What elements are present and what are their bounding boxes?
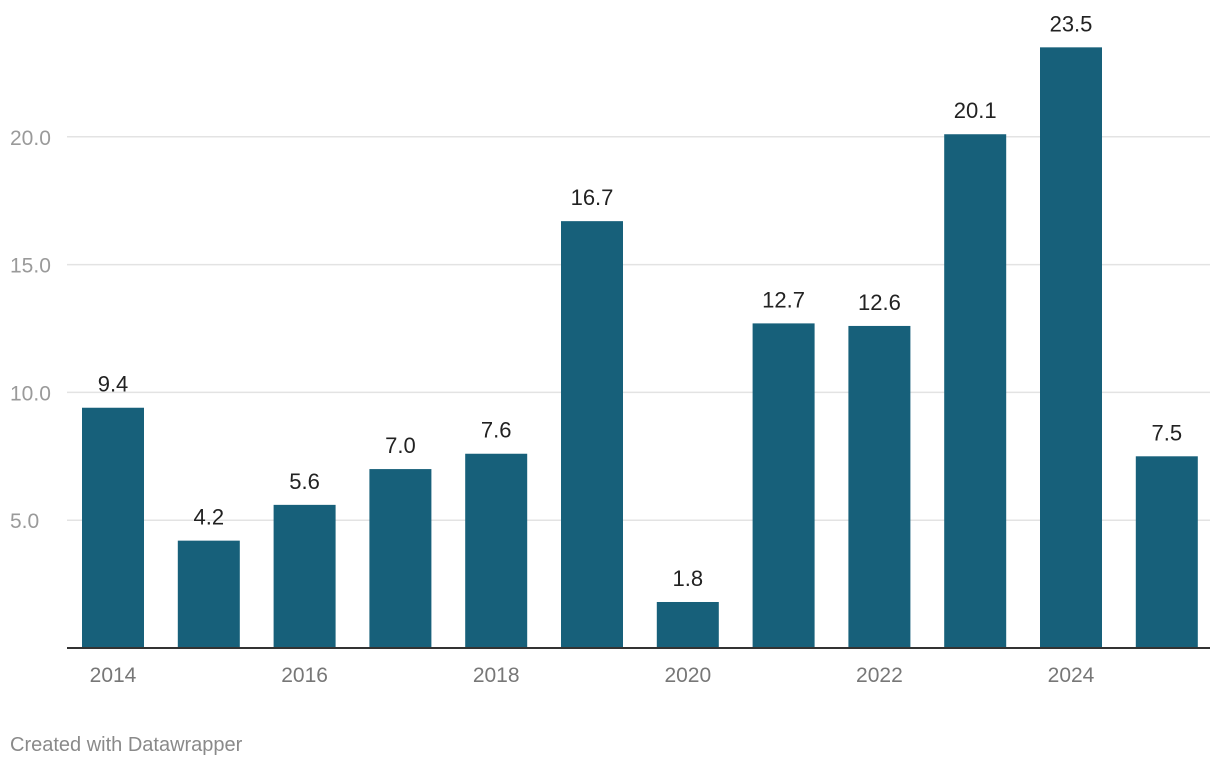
bar-2022 — [848, 325, 911, 648]
data-label: 7.0 — [385, 433, 416, 458]
bar-2024 — [1040, 47, 1102, 648]
bar-2016 — [273, 504, 336, 648]
y-tick-label: 15.0 — [10, 255, 51, 278]
data-label: 9.4 — [98, 372, 129, 397]
x-axis-ticks: 2014 2016 2018 2020 2022 2024 — [90, 664, 1095, 687]
data-label: 23.5 — [1050, 11, 1093, 36]
y-axis-ticks: 5.0 10.0 15.0 20.0 — [10, 127, 51, 533]
x-tick-label: 2020 — [664, 664, 711, 687]
x-tick-label: 2018 — [473, 664, 520, 687]
data-label: 4.2 — [194, 505, 225, 530]
data-label: 1.8 — [673, 566, 704, 591]
data-label: 12.7 — [762, 287, 805, 312]
x-tick-label: 2024 — [1048, 664, 1095, 687]
credit-text: Created with Datawrapper — [10, 734, 243, 756]
y-tick-label: 20.0 — [10, 127, 51, 150]
data-label: 5.6 — [289, 469, 320, 494]
bar-2017 — [369, 469, 432, 648]
x-tick-label: 2014 — [90, 664, 137, 687]
data-label: 20.1 — [954, 98, 997, 123]
bar-2019 — [561, 221, 623, 648]
x-tick-label: 2016 — [281, 664, 328, 687]
bar-2014 — [82, 407, 144, 648]
bars — [82, 47, 1198, 648]
data-labels: 9.4 4.2 5.6 7.0 7.6 16.7 1.8 12.7 12.6 20.1 23.5 7.… — [98, 11, 1182, 591]
data-label: 16.7 — [571, 185, 614, 210]
data-label: 7.5 — [1152, 420, 1183, 445]
bar-2025 — [1135, 456, 1198, 648]
bar-2021 — [752, 323, 815, 648]
grid-lines — [67, 136, 1210, 521]
bar-2018 — [465, 453, 528, 648]
bar-2023 — [944, 134, 1007, 648]
bar-chart: 5.0 10.0 15.0 20.0 9.4 4.2 5.6 7.0 7.6 16.7 1.8 12… — [10, 11, 1210, 687]
bar-2015 — [177, 540, 240, 648]
y-tick-label: 10.0 — [10, 382, 51, 405]
data-label: 7.6 — [481, 418, 512, 443]
bar-2020 — [656, 601, 719, 648]
x-tick-label: 2022 — [856, 664, 903, 687]
data-label: 12.6 — [858, 290, 901, 315]
y-tick-label: 5.0 — [10, 510, 39, 533]
